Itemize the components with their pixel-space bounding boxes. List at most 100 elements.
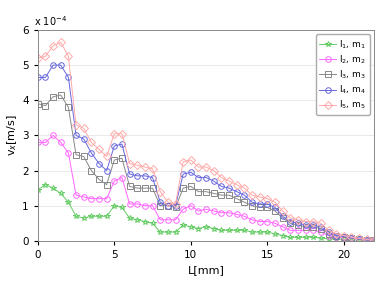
l$_4$, m$_4$: [280, 215, 285, 218]
l$_3$, m$_3$: [364, 238, 369, 241]
l$_5$, m$_5$: [150, 167, 155, 171]
l$_3$, m$_3$: [135, 187, 139, 190]
l$_2$, m$_2$: [250, 218, 254, 221]
l$_1$, m$_1$: [311, 236, 315, 239]
l$_5$, m$_5$: [334, 232, 339, 235]
l$_5$, m$_5$: [89, 141, 93, 144]
l$_3$, m$_3$: [303, 225, 308, 228]
l$_2$, m$_2$: [89, 197, 93, 200]
l$_2$, m$_2$: [112, 179, 117, 183]
l$_4$, m$_4$: [372, 239, 377, 242]
l$_2$, m$_2$: [120, 176, 124, 179]
l$_3$, m$_3$: [196, 190, 201, 193]
l$_5$, m$_5$: [311, 220, 315, 223]
l$_5$, m$_5$: [74, 123, 78, 126]
l$_1$, m$_1$: [257, 230, 262, 234]
l$_4$, m$_4$: [234, 190, 239, 193]
l$_2$, m$_2$: [158, 218, 163, 221]
l$_5$, m$_5$: [105, 155, 109, 158]
l$_4$, m$_4$: [303, 223, 308, 227]
l$_3$, m$_3$: [318, 227, 323, 230]
l$_3$, m$_3$: [150, 187, 155, 190]
l$_1$, m$_1$: [342, 237, 346, 241]
l$_3$, m$_3$: [59, 93, 63, 97]
l$_3$, m$_3$: [288, 222, 293, 225]
l$_1$, m$_1$: [173, 230, 178, 234]
l$_1$, m$_1$: [219, 229, 224, 232]
l$_4$, m$_4$: [97, 162, 101, 165]
l$_4$, m$_4$: [273, 206, 277, 209]
Line: l$_1$, m$_1$: l$_1$, m$_1$: [35, 182, 377, 243]
l$_5$, m$_5$: [372, 239, 377, 242]
l$_5$, m$_5$: [81, 127, 86, 130]
l$_5$, m$_5$: [342, 234, 346, 237]
l$_2$, m$_2$: [81, 195, 86, 199]
l$_2$, m$_2$: [349, 236, 354, 240]
l$_2$, m$_2$: [280, 225, 285, 228]
l$_1$, m$_1$: [250, 230, 254, 234]
l$_2$, m$_2$: [150, 204, 155, 207]
l$_3$, m$_3$: [97, 178, 101, 181]
l$_1$, m$_1$: [105, 215, 109, 218]
X-axis label: L[mm]: L[mm]: [188, 266, 225, 275]
l$_3$, m$_3$: [74, 153, 78, 157]
l$_1$, m$_1$: [303, 236, 308, 239]
l$_3$, m$_3$: [127, 185, 132, 188]
l$_4$, m$_4$: [150, 176, 155, 179]
l$_2$, m$_2$: [227, 211, 231, 214]
l$_4$, m$_4$: [112, 144, 117, 148]
l$_3$, m$_3$: [273, 209, 277, 213]
l$_2$, m$_2$: [273, 222, 277, 225]
l$_1$, m$_1$: [364, 239, 369, 242]
l$_2$, m$_2$: [181, 208, 185, 211]
l$_1$, m$_1$: [97, 215, 101, 218]
l$_1$, m$_1$: [204, 225, 208, 228]
l$_4$, m$_4$: [250, 201, 254, 204]
l$_3$, m$_3$: [357, 237, 361, 241]
l$_2$, m$_2$: [43, 141, 48, 144]
l$_1$, m$_1$: [181, 223, 185, 227]
l$_5$, m$_5$: [288, 216, 293, 220]
l$_4$, m$_4$: [357, 237, 361, 241]
l$_2$, m$_2$: [196, 209, 201, 213]
l$_4$, m$_4$: [326, 230, 331, 234]
l$_4$, m$_4$: [242, 194, 247, 197]
l$_1$, m$_1$: [234, 229, 239, 232]
Text: x $10^{-4}$: x $10^{-4}$: [35, 14, 68, 28]
l$_1$, m$_1$: [265, 230, 269, 234]
l$_2$, m$_2$: [97, 197, 101, 200]
l$_3$, m$_3$: [227, 194, 231, 197]
l$_4$, m$_4$: [188, 171, 193, 174]
l$_1$, m$_1$: [81, 216, 86, 220]
l$_3$, m$_3$: [219, 194, 224, 197]
l$_4$, m$_4$: [219, 185, 224, 188]
l$_5$, m$_5$: [357, 237, 361, 240]
l$_5$, m$_5$: [242, 187, 247, 190]
l$_4$, m$_4$: [181, 172, 185, 176]
l$_4$, m$_4$: [288, 220, 293, 223]
l$_5$, m$_5$: [303, 220, 308, 223]
l$_4$, m$_4$: [89, 151, 93, 155]
l$_2$, m$_2$: [364, 239, 369, 242]
l$_2$, m$_2$: [334, 236, 339, 239]
l$_3$, m$_3$: [334, 234, 339, 237]
l$_2$, m$_2$: [296, 229, 300, 232]
l$_2$, m$_2$: [188, 204, 193, 207]
l$_4$, m$_4$: [43, 76, 48, 79]
l$_1$, m$_1$: [89, 215, 93, 218]
l$_3$, m$_3$: [158, 204, 163, 207]
l$_5$, m$_5$: [234, 183, 239, 186]
l$_4$, m$_4$: [265, 202, 269, 206]
l$_3$, m$_3$: [250, 204, 254, 207]
l$_3$, m$_3$: [142, 187, 147, 190]
l$_5$, m$_5$: [257, 195, 262, 199]
l$_5$, m$_5$: [35, 56, 40, 60]
l$_1$, m$_1$: [334, 237, 339, 241]
l$_5$, m$_5$: [265, 197, 269, 200]
l$_1$, m$_1$: [127, 216, 132, 220]
l$_5$, m$_5$: [349, 236, 354, 239]
l$_2$, m$_2$: [219, 211, 224, 214]
l$_4$, m$_4$: [318, 225, 323, 228]
l$_3$, m$_3$: [43, 104, 48, 107]
l$_4$, m$_4$: [66, 76, 71, 79]
